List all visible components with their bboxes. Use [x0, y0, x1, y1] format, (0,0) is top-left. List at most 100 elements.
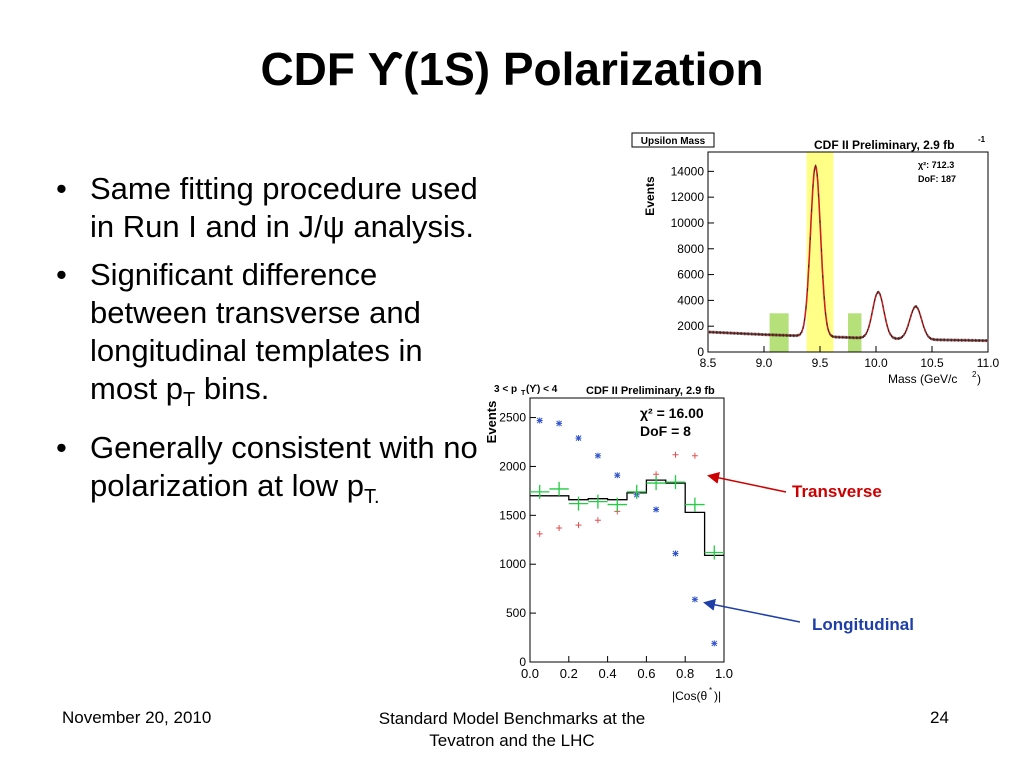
data-marker: [607, 497, 627, 512]
data-marker: [568, 496, 589, 511]
longitudinal-marker: [594, 452, 601, 459]
y-axis-label: Events: [643, 176, 657, 216]
cos-theta-plot: 0.0 0.2 0.4 0.6 0.8 1.0 0 500 1000 1500 2000 2500 3 …: [484, 384, 733, 703]
transverse-marker: [556, 525, 563, 532]
y-tick-label: 1000: [499, 557, 526, 571]
data-marker: [588, 494, 608, 509]
y-tick-label: 8000: [677, 242, 704, 256]
data-marker: [530, 484, 550, 499]
bullet-list: • Same fitting procedure used in Run I a…: [48, 170, 498, 526]
slide-title: CDF ϒ(1S) Polarization: [260, 43, 764, 95]
transverse-label: Transverse: [792, 482, 882, 501]
star-marker: [711, 640, 718, 647]
selection-band: [806, 152, 834, 352]
y-tick-label: 4000: [677, 293, 704, 307]
transverse-marker: [691, 452, 698, 459]
selection-band: [769, 313, 789, 352]
bullet-subscript: T: [183, 389, 196, 412]
bullet-text: Significant difference between transvers…: [90, 257, 423, 406]
data-marker: [530, 484, 550, 499]
bullet-item: • Generally consistent with no polarizat…: [48, 429, 498, 516]
star-marker: [672, 550, 679, 557]
transverse-marker: [594, 517, 601, 524]
plot-title: CDF II Preliminary, 2.9 fb: [814, 138, 954, 152]
y-tick-label: 2000: [677, 319, 704, 333]
data-marker: [549, 481, 569, 496]
y-tick-label: 6000: [677, 268, 704, 282]
bullet-subscript: T.: [364, 486, 380, 509]
longitudinal-marker: [536, 417, 543, 424]
data-marker: [627, 484, 647, 499]
plus-marker: [594, 517, 601, 524]
y-tick-label: 0: [519, 655, 526, 669]
x-tick-label: 8.5: [700, 356, 717, 370]
fit-stat: DoF: 187: [918, 174, 956, 184]
selection-band: [848, 313, 862, 352]
x-tick-label: 0.6: [637, 666, 655, 681]
bullet-text-tail: bins.: [195, 371, 270, 406]
plus-marker: [691, 452, 698, 459]
data-marker: [588, 494, 608, 509]
data-marker: [627, 484, 647, 499]
star-marker: [556, 420, 563, 427]
bullet-item: • Significant difference between transve…: [48, 256, 498, 419]
longitudinal-marker: [711, 640, 718, 647]
plot-label-text: Upsilon Mass: [641, 136, 706, 147]
star-marker: [653, 506, 660, 513]
x-axis-label: Mass (GeV/c: [888, 372, 957, 386]
x-tick-label: 10.5: [920, 356, 944, 370]
y-tick-label: 14000: [671, 164, 705, 178]
plot-frame: [707, 151, 989, 353]
y-tick-label: 0: [697, 345, 704, 359]
footer-page-number: 24: [930, 708, 949, 727]
plus-marker: [672, 451, 679, 458]
x-tick-label: 1.0: [715, 666, 733, 681]
selection-label-subscript: T: [521, 390, 526, 397]
plot-title: CDF II Preliminary, 2.9 fb: [586, 385, 715, 397]
y-tick-label: 2500: [499, 411, 526, 425]
longitudinal-label: Longitudinal: [812, 615, 914, 634]
x-tick-label: 11.0: [977, 356, 1000, 370]
data-marker: [646, 476, 666, 491]
plus-marker: [575, 522, 582, 529]
plot-frame: [529, 397, 725, 663]
bullet-text: Generally consistent with no polarizatio…: [90, 430, 478, 504]
transverse-marker: [536, 530, 543, 537]
data-marker: [704, 545, 724, 560]
bullet-dot: •: [56, 171, 67, 206]
selection-label: 3 < p: [494, 384, 517, 395]
y-axis-label: Events: [484, 401, 499, 444]
longitudinal-marker: [653, 506, 660, 513]
fit-stat: DoF = 8: [640, 423, 691, 439]
longitudinal-arrow: [703, 598, 800, 623]
star-marker: [594, 452, 601, 459]
x-axis-label-superscript: 2: [972, 370, 977, 379]
upsilon-mass-plot: 8.5 9.0 9.5 10.0 10.5 11.0 0 2000 4000 6000 8000 10…: [631, 132, 1000, 386]
y-tick-label: 10000: [671, 216, 705, 230]
data-marker: [685, 497, 705, 512]
longitudinal-marker: [672, 550, 679, 557]
fit-stat: χ² = 16.00: [640, 405, 704, 421]
mass-data-points: [707, 164, 989, 343]
star-marker: [691, 596, 698, 603]
data-marker: [568, 496, 589, 511]
x-axis-label-tail: )|: [714, 689, 721, 703]
data-marker: [665, 475, 686, 490]
longitudinal-marker: [614, 472, 621, 479]
x-axis-label-superscript: *: [709, 686, 712, 695]
y-tick-label: 12000: [671, 190, 705, 204]
longitudinal-marker: [691, 596, 698, 603]
plot-label-box: [631, 132, 715, 148]
bullet-text: Same fitting procedure used in Run I and…: [90, 171, 478, 244]
x-axis-label: |Cos(θ: [672, 689, 707, 703]
selection-label-tail: (ϒ) < 4: [526, 384, 558, 395]
fit-histogram: [529, 479, 724, 557]
x-tick-label: 0.2: [560, 666, 578, 681]
plot-title-superscript: -1: [978, 135, 986, 144]
data-marker: [685, 497, 705, 512]
data-marker: [665, 475, 686, 490]
y-tick-label: 2000: [499, 459, 526, 473]
data-marker: [607, 497, 627, 512]
star-marker: [575, 435, 582, 442]
star-marker: [536, 417, 543, 424]
